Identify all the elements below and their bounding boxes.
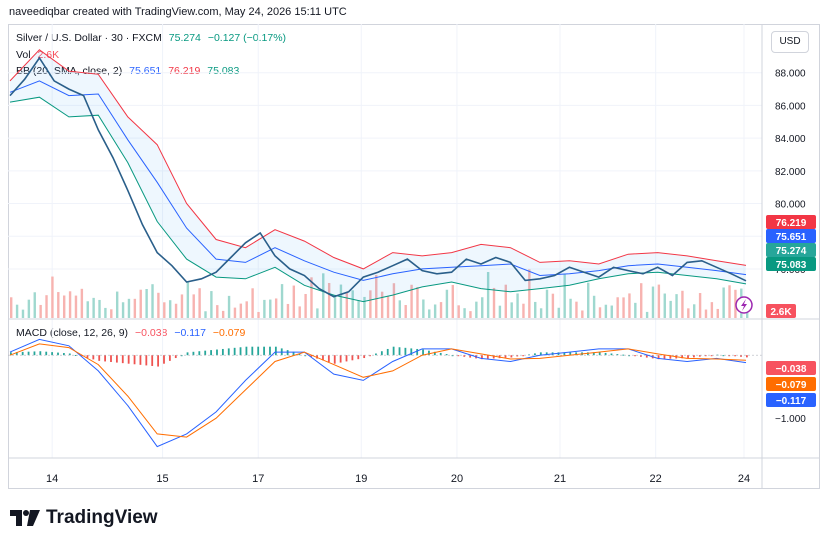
price-change: −0.127 (−0.17%) [207, 32, 287, 44]
macd-legend[interactable]: MACD (close, 12, 26, 9) −0.038 −0.117 −0… [16, 327, 249, 339]
volume-legend[interactable]: Vol 2.6K [16, 49, 63, 61]
last-price: 75.274 [168, 32, 201, 44]
tv-logo-text: TradingView [46, 507, 158, 528]
volume-label: Vol [16, 49, 31, 61]
macd-signal-value: −0.079 [212, 327, 246, 339]
symbol-title[interactable]: Silver / U.S. Dollar · 30 · FXCM [16, 32, 162, 44]
bb-mid-value: 75.651 [129, 65, 162, 77]
bb-label: BB (20, SMA, close, 2) [16, 65, 123, 77]
chart-frame [8, 24, 820, 489]
macd-value: −0.117 [174, 327, 206, 339]
macd-label: MACD (close, 12, 26, 9) [16, 327, 129, 339]
bb-legend[interactable]: BB (20, SMA, close, 2) 75.651 76.219 75.… [16, 65, 243, 77]
bb-lower-value: 75.083 [207, 65, 240, 77]
attribution-text: naveediqbar created with TradingView.com… [9, 6, 347, 18]
tradingview-logo: TradingView [10, 507, 158, 529]
symbol-legend[interactable]: Silver / U.S. Dollar · 30 · FXCM 75.274 … [16, 32, 290, 44]
bb-upper-value: 76.219 [168, 65, 201, 77]
tv-logo-icon [10, 510, 40, 526]
macd-hist-value: −0.038 [134, 327, 168, 339]
volume-value: 2.6K [37, 49, 60, 61]
currency-button[interactable]: USD [771, 31, 809, 53]
